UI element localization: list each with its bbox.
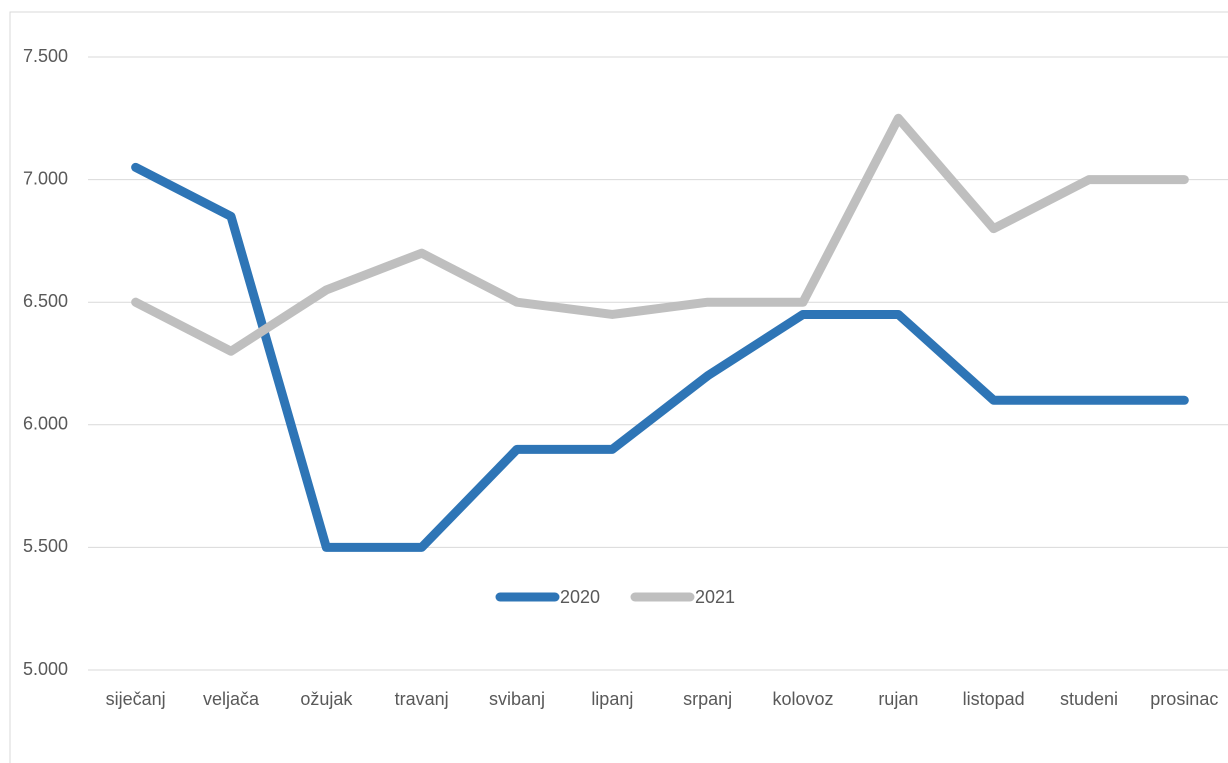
y-tick-label: 5.000: [23, 659, 68, 679]
y-tick-label: 7.500: [23, 46, 68, 66]
x-tick-label: kolovoz: [772, 689, 833, 709]
y-tick-label: 7.000: [23, 168, 68, 188]
x-tick-label: veljača: [203, 689, 260, 709]
y-tick-label: 6.000: [23, 414, 68, 434]
x-tick-label: ožujak: [300, 689, 353, 709]
x-tick-label: studeni: [1060, 689, 1118, 709]
y-tick-label: 6.500: [23, 291, 68, 311]
chart-frame: [9, 11, 1228, 763]
line-series: [131, 113, 1189, 356]
x-tick-label: svibanj: [489, 689, 545, 709]
x-tick-label: srpanj: [683, 689, 732, 709]
x-tick-label: listopad: [963, 689, 1025, 709]
y-tick-label: 5.500: [23, 536, 68, 556]
legend-label: 2021: [695, 587, 735, 607]
line-series: [131, 162, 1189, 552]
x-tick-label: travanj: [395, 689, 449, 709]
x-tick-label: prosinac: [1150, 689, 1218, 709]
x-tick-label: siječanj: [106, 689, 166, 709]
x-tick-label: lipanj: [591, 689, 633, 709]
x-tick-label: rujan: [878, 689, 918, 709]
legend-label: 2020: [560, 587, 600, 607]
